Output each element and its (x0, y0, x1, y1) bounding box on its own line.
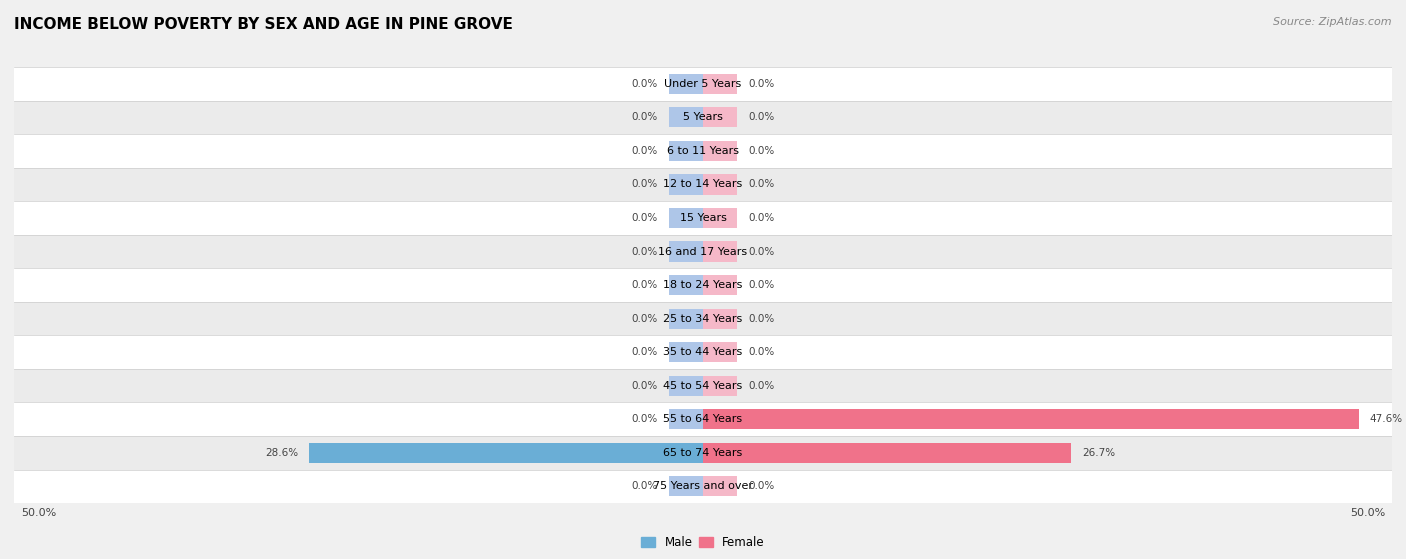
Text: 0.0%: 0.0% (631, 381, 658, 391)
Bar (669, 107, 703, 127)
Text: 0.0%: 0.0% (748, 381, 775, 391)
Text: 28.6%: 28.6% (264, 448, 298, 458)
Bar (703, 107, 738, 127)
Text: 0.0%: 0.0% (748, 247, 775, 257)
Bar (703, 409, 1358, 429)
Bar (703, 309, 738, 329)
Bar (14, 302, 1392, 335)
Bar (669, 275, 703, 295)
Text: 0.0%: 0.0% (631, 247, 658, 257)
Text: 0.0%: 0.0% (748, 146, 775, 156)
Text: 0.0%: 0.0% (631, 481, 658, 491)
Text: 35 to 44 Years: 35 to 44 Years (664, 347, 742, 357)
Text: 0.0%: 0.0% (631, 179, 658, 190)
Text: 0.0%: 0.0% (631, 112, 658, 122)
Text: 0.0%: 0.0% (748, 79, 775, 89)
Bar (14, 101, 1392, 134)
Text: 0.0%: 0.0% (748, 347, 775, 357)
Text: 45 to 54 Years: 45 to 54 Years (664, 381, 742, 391)
Text: 6 to 11 Years: 6 to 11 Years (666, 146, 740, 156)
Bar (669, 74, 703, 94)
Text: 65 to 74 Years: 65 to 74 Years (664, 448, 742, 458)
Bar (14, 134, 1392, 168)
Text: 0.0%: 0.0% (748, 314, 775, 324)
Legend: Male, Female: Male, Female (637, 532, 769, 554)
Bar (703, 443, 1071, 463)
Bar (14, 268, 1392, 302)
Bar (703, 342, 738, 362)
Bar (703, 241, 738, 262)
Bar (669, 409, 703, 429)
Bar (669, 141, 703, 161)
Text: INCOME BELOW POVERTY BY SEX AND AGE IN PINE GROVE: INCOME BELOW POVERTY BY SEX AND AGE IN P… (14, 17, 513, 32)
Text: Under 5 Years: Under 5 Years (665, 79, 741, 89)
Text: 25 to 34 Years: 25 to 34 Years (664, 314, 742, 324)
Text: 0.0%: 0.0% (631, 213, 658, 223)
Bar (703, 174, 738, 195)
Text: 50.0%: 50.0% (1350, 508, 1385, 518)
Text: 47.6%: 47.6% (1369, 414, 1403, 424)
Text: 75 Years and over: 75 Years and over (652, 481, 754, 491)
Bar (703, 74, 738, 94)
Text: 0.0%: 0.0% (631, 79, 658, 89)
Text: 0.0%: 0.0% (748, 112, 775, 122)
Text: 0.0%: 0.0% (748, 213, 775, 223)
Text: 18 to 24 Years: 18 to 24 Years (664, 280, 742, 290)
Bar (669, 376, 703, 396)
Bar (14, 369, 1392, 402)
Text: 12 to 14 Years: 12 to 14 Years (664, 179, 742, 190)
Text: 50.0%: 50.0% (21, 508, 56, 518)
Bar (14, 168, 1392, 201)
Bar (14, 436, 1392, 470)
Bar (14, 235, 1392, 268)
Text: 0.0%: 0.0% (631, 280, 658, 290)
Bar (669, 208, 703, 228)
Bar (14, 201, 1392, 235)
Text: 0.0%: 0.0% (748, 481, 775, 491)
Text: 0.0%: 0.0% (748, 179, 775, 190)
Bar (669, 342, 703, 362)
Bar (14, 335, 1392, 369)
Text: 0.0%: 0.0% (631, 146, 658, 156)
Text: 0.0%: 0.0% (631, 314, 658, 324)
Text: 15 Years: 15 Years (679, 213, 727, 223)
Bar (14, 402, 1392, 436)
Bar (669, 309, 703, 329)
Text: Source: ZipAtlas.com: Source: ZipAtlas.com (1274, 17, 1392, 27)
Text: 0.0%: 0.0% (748, 280, 775, 290)
Text: 26.7%: 26.7% (1083, 448, 1115, 458)
Bar (14, 470, 1392, 503)
Bar (703, 476, 738, 496)
Bar (669, 174, 703, 195)
Bar (309, 443, 703, 463)
Text: 5 Years: 5 Years (683, 112, 723, 122)
Text: 55 to 64 Years: 55 to 64 Years (664, 414, 742, 424)
Bar (703, 141, 738, 161)
Text: 0.0%: 0.0% (631, 414, 658, 424)
Text: 0.0%: 0.0% (631, 347, 658, 357)
Text: 16 and 17 Years: 16 and 17 Years (658, 247, 748, 257)
Bar (703, 275, 738, 295)
Bar (703, 208, 738, 228)
Bar (14, 67, 1392, 101)
Bar (669, 476, 703, 496)
Bar (703, 376, 738, 396)
Bar (669, 241, 703, 262)
